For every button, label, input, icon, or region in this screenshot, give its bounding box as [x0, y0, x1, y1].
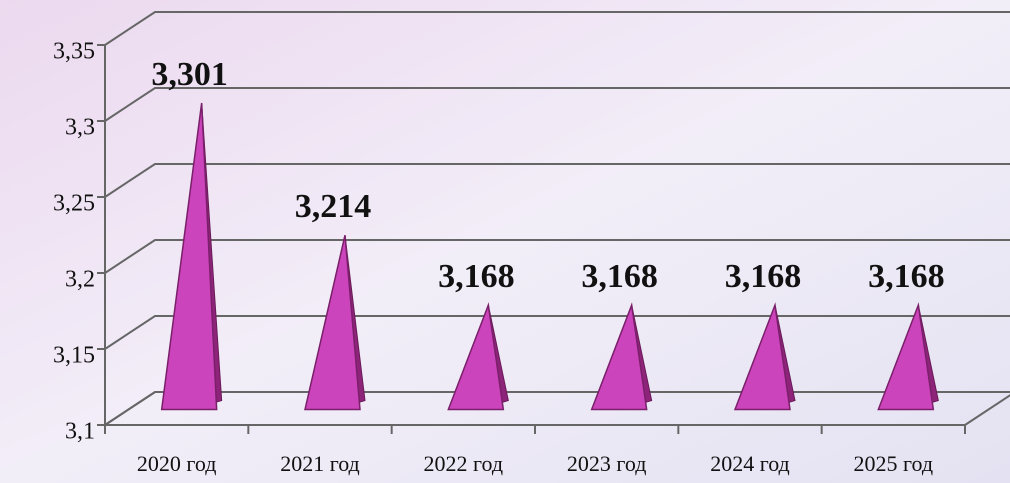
- pyramid-front: [447, 302, 505, 411]
- y-tick-label: 3,2: [65, 267, 95, 293]
- value-label: 3,168: [581, 258, 658, 295]
- y-tick-label: 3,35: [53, 39, 95, 65]
- value-label: 3,168: [438, 258, 515, 295]
- value-label: 3,168: [868, 258, 945, 295]
- x-tick-label: 2023 год: [567, 451, 647, 476]
- y-tick-label: 3,15: [53, 343, 95, 369]
- value-label: 3,214: [295, 188, 372, 225]
- pyramid-front: [590, 302, 648, 411]
- y-tick-label: 3,25: [53, 191, 95, 217]
- x-tick-label: 2020 год: [137, 451, 217, 476]
- value-label: 3,301: [151, 56, 228, 93]
- y-tick-label: 3,3: [65, 115, 95, 141]
- value-label: 3,168: [725, 258, 802, 295]
- x-tick-label: 2025 год: [854, 451, 934, 476]
- grid-line: [104, 315, 1010, 350]
- grid-line: [104, 239, 1010, 274]
- x-tick-label: 2022 год: [424, 451, 504, 476]
- x-tick-label: 2024 год: [710, 451, 790, 476]
- grid-line: [104, 87, 1010, 122]
- pyramid-front: [160, 102, 218, 411]
- y-tick-label: 3,1: [65, 419, 95, 445]
- pyramid-front: [877, 302, 935, 411]
- grid-line: [104, 11, 1010, 46]
- grid-line: [104, 163, 1010, 198]
- pyramid-front: [304, 235, 361, 411]
- x-tick-label: 2021 год: [280, 451, 360, 476]
- pyramid-front: [733, 302, 791, 411]
